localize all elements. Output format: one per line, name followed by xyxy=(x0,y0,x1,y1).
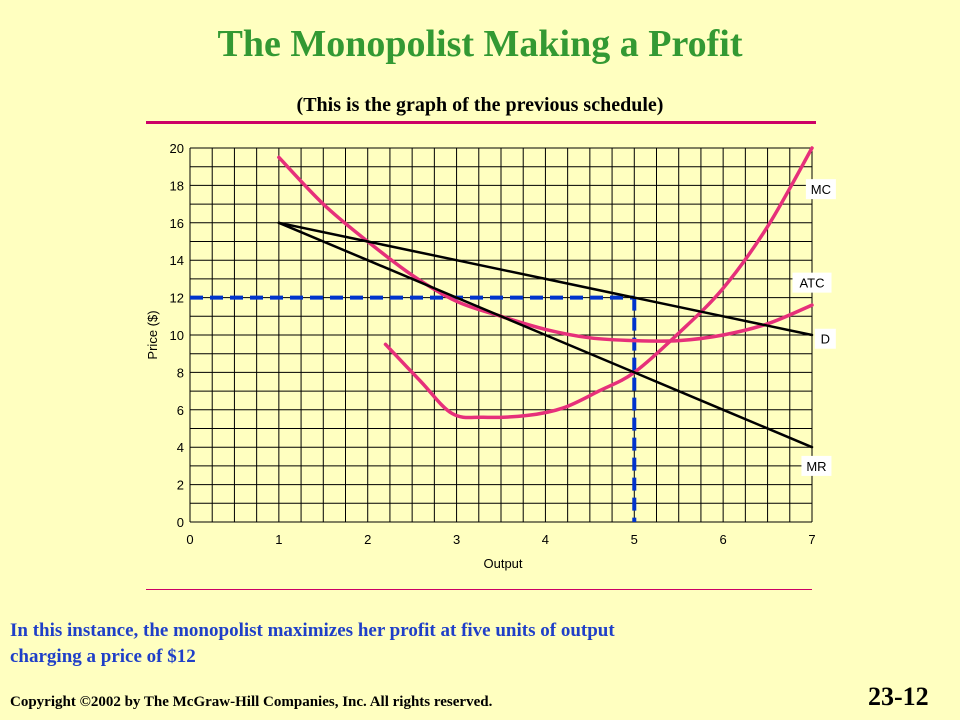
chart-guides xyxy=(190,295,637,522)
copyright-text: 2002 by The McGraw-Hill Companies, Inc. … xyxy=(90,694,493,710)
copyright-symbol: © xyxy=(79,694,91,710)
copyright: Copyright ©2002 by The McGraw-Hill Compa… xyxy=(10,694,492,711)
x-tick-label: 5 xyxy=(631,532,638,547)
curve-label-box xyxy=(814,328,836,349)
x-axis-title: Output xyxy=(483,556,522,571)
curve-label-box xyxy=(792,272,832,293)
curve-label-text: MC xyxy=(811,182,831,197)
curve-label-text: D xyxy=(821,332,830,347)
curve-label-mc: MC xyxy=(805,179,836,200)
copyright-prefix: Copyright xyxy=(10,694,80,710)
curve-label-d: D xyxy=(814,328,836,349)
caption-line-1: In this instance, the monopolist maximiz… xyxy=(10,620,615,641)
y-tick-label: 8 xyxy=(177,365,184,380)
series-d xyxy=(277,221,814,337)
y-tick-label: 0 xyxy=(177,515,184,530)
curve-label-atc: ATC xyxy=(792,272,832,293)
bottom-rule xyxy=(146,589,812,590)
chart-grid xyxy=(189,147,813,523)
x-tick-label: 2 xyxy=(364,532,371,547)
top-rule xyxy=(146,121,816,124)
curve-label-text: ATC xyxy=(799,276,824,291)
y-tick-label: 6 xyxy=(177,403,184,418)
caption-line-2: charging a price of $12 xyxy=(10,646,196,667)
curve-label-box xyxy=(801,455,832,476)
y-tick-label: 2 xyxy=(177,478,184,493)
chart-series xyxy=(277,146,814,449)
y-tick-label: 12 xyxy=(170,291,184,306)
caption: In this instance, the monopolist maximiz… xyxy=(10,618,910,670)
x-tick-label: 1 xyxy=(275,532,282,547)
y-tick-label: 20 xyxy=(170,141,184,156)
curve-label-text: MR xyxy=(806,459,826,474)
slide-subtitle: (This is the graph of the previous sched… xyxy=(296,94,664,116)
series-mc xyxy=(383,146,814,420)
slide-title: The Monopolist Making a Profit xyxy=(217,23,743,65)
y-tick-label: 4 xyxy=(177,440,184,455)
y-tick-label: 16 xyxy=(170,216,184,231)
x-tick-label: 7 xyxy=(808,532,815,547)
curve-label-box xyxy=(805,179,836,200)
x-tick-label: 4 xyxy=(542,532,549,547)
chart-labels: MC ATC D MR xyxy=(792,179,836,476)
series-mr xyxy=(277,221,814,449)
slide-number: 23-12 xyxy=(868,682,929,711)
y-tick-label: 10 xyxy=(170,328,184,343)
y-axis-title: Price ($) xyxy=(145,310,160,359)
x-tick-label: 0 xyxy=(186,532,193,547)
x-tick-label: 3 xyxy=(453,532,460,547)
x-tick-label: 6 xyxy=(720,532,727,547)
y-tick-label: 18 xyxy=(170,178,184,193)
curve-label-mr: MR xyxy=(801,455,832,476)
y-tick-label: 14 xyxy=(170,253,184,268)
